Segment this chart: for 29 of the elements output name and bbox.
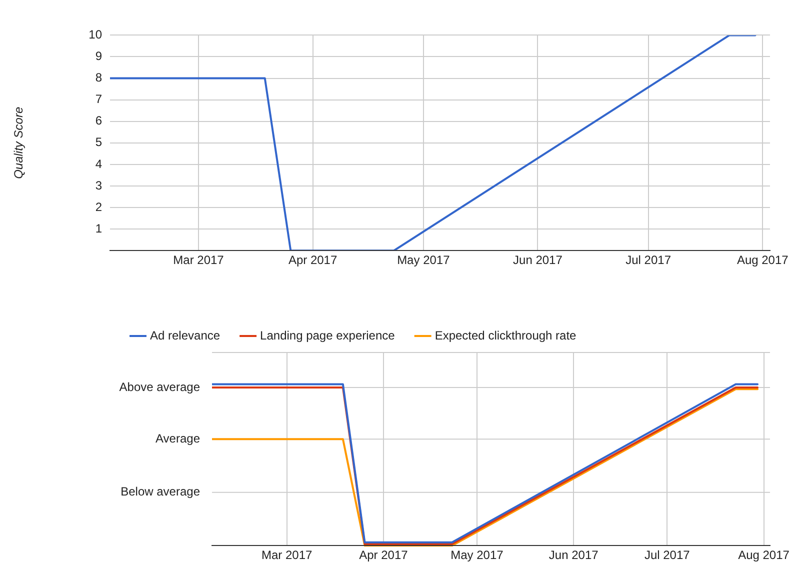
ref-line-label: Above average: [119, 380, 200, 394]
ref-line-label: Average: [156, 431, 200, 446]
x-tick-label: Mar 2017: [173, 253, 224, 268]
x-tick-label: Mar 2017: [261, 548, 312, 562]
y-tick-label: 7: [95, 92, 102, 106]
x-tick-label: Aug 2017: [738, 548, 790, 562]
legend-label: Expected clickthrough rate: [434, 328, 577, 342]
x-tick-label: Jun 2017: [513, 253, 563, 268]
x-tick-label: Jul 2017: [626, 253, 672, 268]
legend-label: Ad relevance: [150, 328, 220, 342]
y-tick-label: 3: [95, 178, 102, 192]
y-tick-label: 1: [95, 221, 102, 236]
legend-label: Landing page experience: [260, 328, 396, 342]
y-tick-label: 5: [95, 135, 102, 150]
ref-line-label: Below average: [120, 484, 200, 499]
x-tick-label: May 2017: [397, 253, 450, 268]
y-tick-label: 6: [95, 114, 102, 128]
y-tick-label: 2: [95, 200, 102, 214]
y-tick-label: 10: [88, 28, 102, 42]
x-tick-label: Apr 2017: [359, 548, 408, 562]
x-tick-label: Jul 2017: [644, 548, 690, 562]
y-tick-label: 9: [95, 49, 102, 64]
x-tick-label: Aug 2017: [736, 253, 789, 268]
x-tick-label: May 2017: [450, 548, 504, 562]
x-tick-label: Jun 2017: [548, 548, 599, 562]
y-tick-label: 8: [95, 70, 102, 85]
x-tick-label: Apr 2017: [288, 253, 338, 268]
y-axis-title: Quality Score: [12, 106, 26, 179]
y-tick-label: 4: [95, 156, 102, 171]
